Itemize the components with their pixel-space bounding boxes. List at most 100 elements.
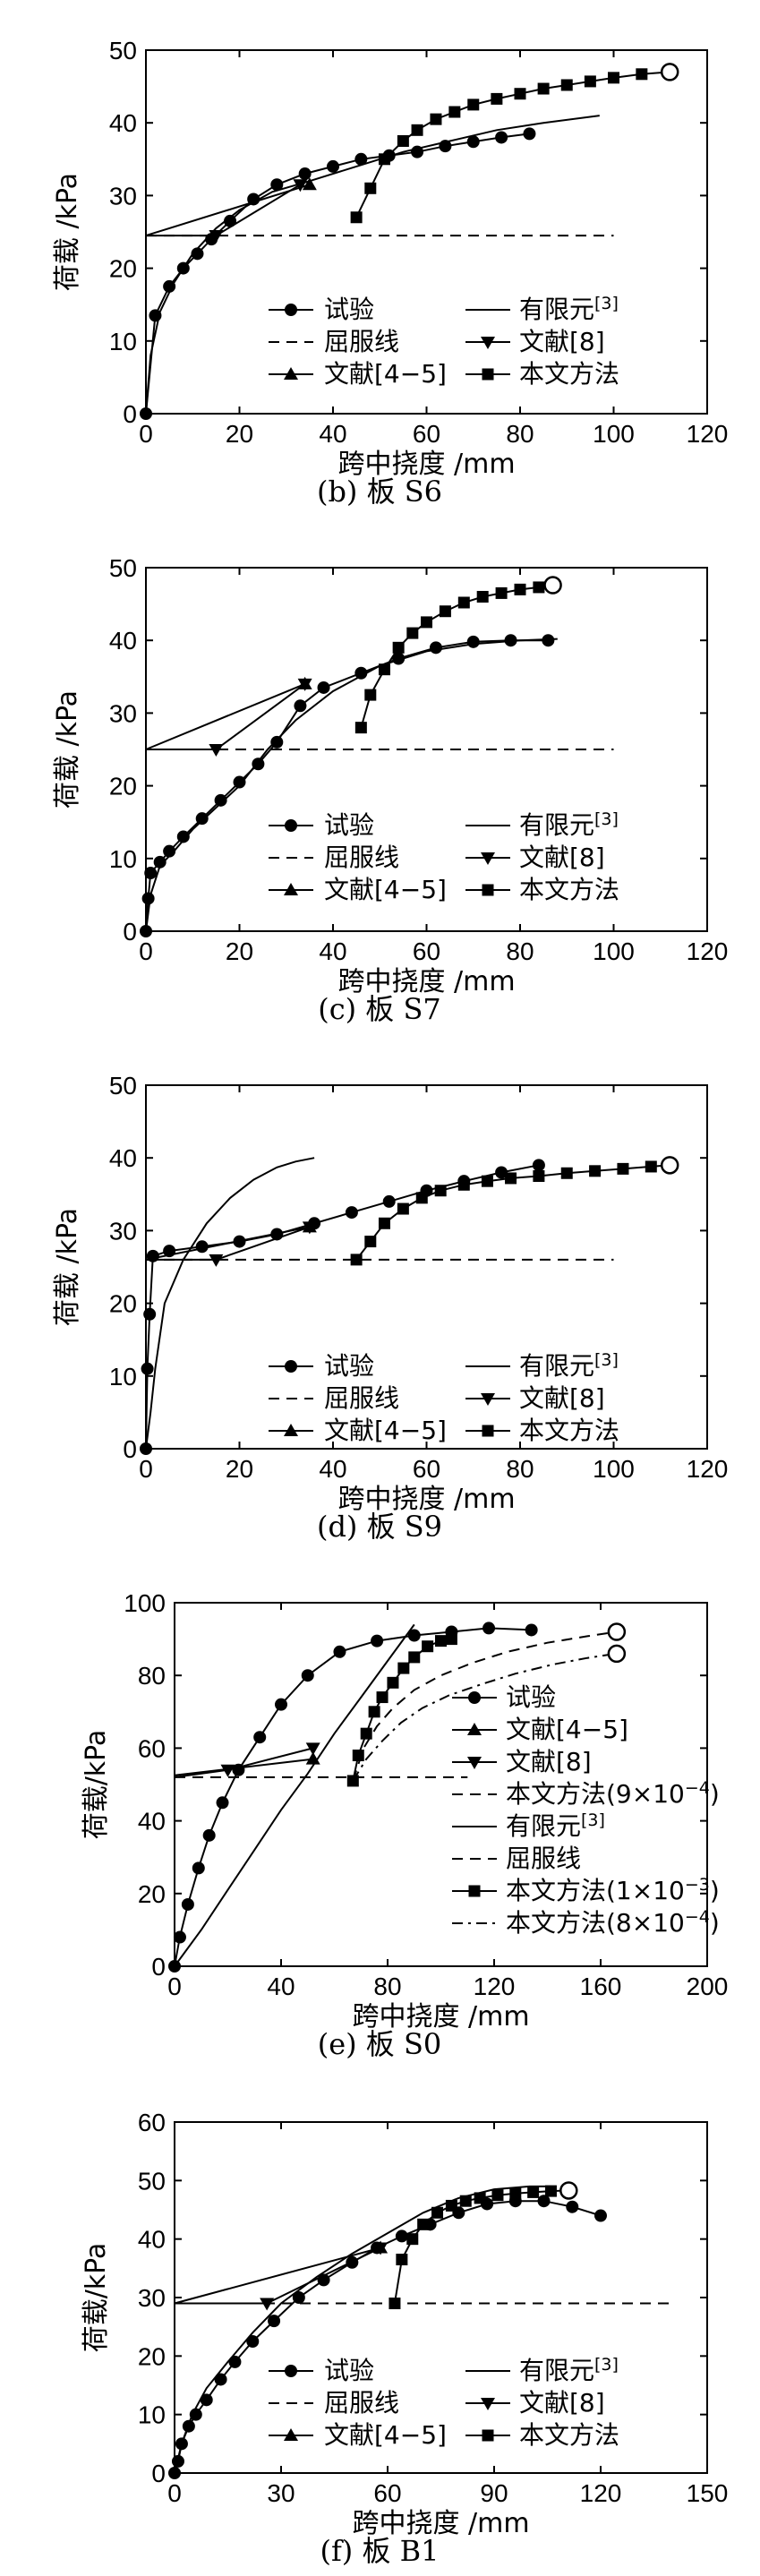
data-point [537,2195,551,2208]
data-point [364,1236,377,1248]
end-point [543,576,562,595]
legend-label: 屈服线 [324,843,399,872]
x-axis-label: 跨中挠度 /mm [352,2001,529,2033]
x-tick-label: 120 [687,420,729,448]
data-point [228,2355,242,2368]
data-point [617,1162,629,1175]
data-point [466,635,480,648]
y-axis-label: 荷载 /kPa [52,690,83,809]
data-point [376,1691,389,1704]
chart-s6: 0 20 40 60 80 100 120 0 10 20 30 40 50 跨中挠度 /mm 荷载 /kP… [52,37,729,509]
data-point [584,75,596,88]
legend-text: 文献[8] [519,2388,605,2418]
legend-sample-marker [481,2398,495,2410]
legend-label: 有限元[3] [519,294,619,324]
legend-text: 文献[8] [519,843,605,872]
chart-panel-s0: 0 40 80 120 160 200 0 20 40 60 80 100 跨中挠度 /mm 荷载/kPa… [0,1553,760,2070]
data-point [435,1635,447,1647]
legend-text: 有限元 [519,295,594,324]
data-point [163,279,176,293]
y-tick-label: 50 [109,1072,137,1100]
y-tick-label: 40 [138,2226,166,2254]
y-tick-label: 20 [109,1290,137,1318]
x-tick-label: 60 [413,937,440,965]
x-tick-label: 80 [506,420,534,448]
legend-sample-marker [468,1691,481,1704]
y-axis-label: 荷载/kPa [81,1730,112,1840]
data-point [305,1742,320,1756]
legend-text: 屈服线 [324,843,399,872]
x-tick-label: 120 [580,2479,622,2507]
data-point [176,830,190,843]
legend-text: 文献[4−5] [324,359,447,389]
legend-label: 文献[4−5] [324,1416,447,1445]
data-point [533,1170,545,1182]
x-tick-label: 20 [226,937,253,965]
legend-label: 文献[4−5] [324,359,447,389]
chart-s7: 0 20 40 60 80 100 120 0 10 20 30 40 50 跨中挠度 /mm 荷载 /kP… [52,554,728,1026]
x-tick-label: 0 [139,420,153,448]
data-point [275,1698,287,1711]
series-5 [350,63,679,224]
x-tick-label: 80 [506,1455,534,1483]
data-point [417,2218,430,2230]
data-point [608,72,619,84]
data-point [327,159,339,173]
legend-text: 本文方法 [519,359,619,389]
legend-text: 试验 [324,2356,374,2385]
y-tick-label: 40 [138,1808,166,1836]
data-point [216,1796,229,1810]
data-point [302,1220,317,1233]
legend-label: 试验 [324,295,374,324]
data-point [163,844,176,858]
legend-text: 有限元 [519,1351,594,1381]
data-point [305,1751,320,1765]
chart-panel-s7: 0 20 40 60 80 100 120 0 10 20 30 40 50 跨中挠度 /mm 荷载 /kP… [0,518,760,1035]
legend-sample-marker [285,1360,297,1373]
data-point [415,1192,428,1204]
legend-sample-marker [482,368,494,381]
y-tick-label: 0 [123,1435,137,1463]
legend-label: 文献[8] [519,843,605,872]
legend-text: 试验 [506,1682,556,1712]
data-point [209,1254,224,1267]
data-point [389,2298,401,2310]
data-point [476,590,489,603]
data-point [209,230,224,244]
y-tick-label: 10 [109,845,137,873]
series-line [352,1638,452,1782]
data-point [294,699,307,713]
series-3 [175,2242,389,2311]
x-tick-label: 40 [319,420,346,448]
legend-label: 本文方法 [519,875,619,904]
series-line [360,584,553,728]
legend-text: 文献[4−5] [324,875,447,904]
series-line [145,115,600,415]
data-point [422,1640,434,1653]
data-point [209,744,224,757]
data-point [270,735,284,749]
x-tick-label: 0 [139,937,153,965]
legend-sample-marker [467,1723,482,1735]
legend-label: 有限元[3] [519,809,619,840]
legend-label: 屈服线 [324,1383,399,1413]
data-point [181,1897,194,1911]
legend-text: 试验 [324,295,374,324]
legend-sample-marker [481,1393,495,1406]
data-point [466,135,480,149]
data-point [467,98,480,111]
data-point [589,1165,602,1177]
data-point [373,2240,389,2254]
data-point [495,131,508,144]
series-line [174,1627,532,1967]
series-5 [350,1156,679,1266]
legend-superscript: −4 [685,1778,710,1798]
x-tick-label: 40 [267,1973,295,2000]
legend-text: ) [710,1876,720,1905]
series-line [145,1157,315,1450]
data-point [439,605,451,618]
legend-sample-marker [284,883,298,895]
legend-sample-marker [284,2428,298,2441]
data-point [527,2186,540,2198]
data-point [430,113,442,125]
